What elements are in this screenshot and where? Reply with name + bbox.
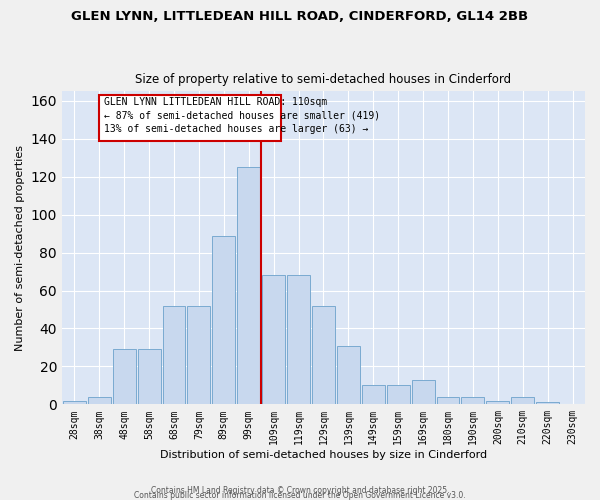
Y-axis label: Number of semi-detached properties: Number of semi-detached properties [15, 145, 25, 351]
Bar [63, 400, 86, 404]
Bar [412, 380, 434, 404]
Bar [337, 346, 360, 405]
Bar [137, 350, 161, 405]
Bar [536, 402, 559, 404]
Bar [163, 306, 185, 404]
Bar [212, 236, 235, 404]
Bar [88, 396, 111, 404]
Text: GLEN LYNN LITTLEDEAN HILL ROAD: 110sqm: GLEN LYNN LITTLEDEAN HILL ROAD: 110sqm [104, 97, 328, 107]
Bar [461, 396, 484, 404]
Text: Contains public sector information licensed under the Open Government Licence v3: Contains public sector information licen… [134, 490, 466, 500]
Bar [187, 306, 211, 404]
Text: Contains HM Land Registry data © Crown copyright and database right 2025.: Contains HM Land Registry data © Crown c… [151, 486, 449, 495]
Bar [262, 276, 285, 404]
Text: GLEN LYNN, LITTLEDEAN HILL ROAD, CINDERFORD, GL14 2BB: GLEN LYNN, LITTLEDEAN HILL ROAD, CINDERF… [71, 10, 529, 23]
Bar [387, 386, 410, 404]
Text: 13% of semi-detached houses are larger (63) →: 13% of semi-detached houses are larger (… [104, 124, 368, 134]
Bar [437, 396, 460, 404]
Bar [487, 400, 509, 404]
Bar [312, 306, 335, 404]
Bar [287, 276, 310, 404]
Bar [237, 167, 260, 404]
Bar [511, 396, 534, 404]
Bar [362, 386, 385, 404]
X-axis label: Distribution of semi-detached houses by size in Cinderford: Distribution of semi-detached houses by … [160, 450, 487, 460]
Text: ← 87% of semi-detached houses are smaller (419): ← 87% of semi-detached houses are smalle… [104, 110, 380, 120]
Title: Size of property relative to semi-detached houses in Cinderford: Size of property relative to semi-detach… [136, 73, 512, 86]
Bar [113, 350, 136, 405]
FancyBboxPatch shape [99, 95, 281, 140]
